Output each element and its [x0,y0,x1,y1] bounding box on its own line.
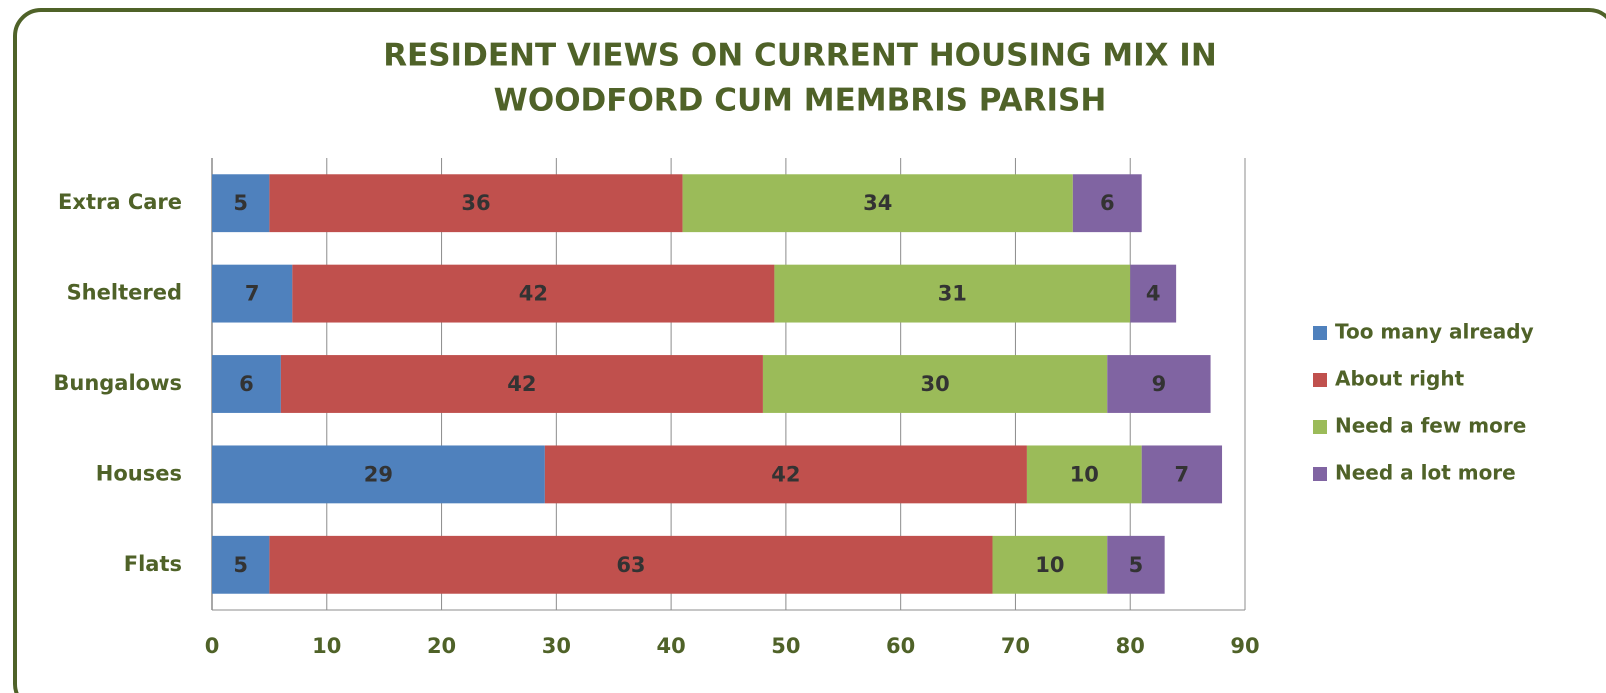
x-tick-label: 60 [886,634,915,658]
bar-segment [269,174,683,233]
data-label: 10 [1035,553,1064,577]
data-label: 5 [233,553,248,577]
data-label: 7 [1175,462,1190,486]
legend-label: About right [1335,367,1465,391]
y-tick-label: Flats [124,552,182,576]
bar-segment [212,535,270,594]
legend-label: Need a few more [1335,414,1526,438]
legend-swatch [1313,373,1327,387]
bar-segment [682,174,1073,233]
data-label: 7 [245,282,260,306]
data-label: 6 [1100,191,1115,215]
data-label: 36 [461,191,490,215]
x-tick-label: 20 [427,634,456,658]
data-label: 30 [920,372,949,396]
bar-segment [280,355,763,413]
bar-segment [1107,355,1211,413]
x-tick-label: 70 [1001,634,1030,658]
data-label: 42 [519,282,548,306]
data-label: 4 [1146,282,1161,306]
x-tick-label: 80 [1116,634,1145,658]
chart-title: RESIDENT VIEWS ON CURRENT HOUSING MIX IN [383,38,1217,74]
bar-segment [292,264,775,323]
chart-title: WOODFORD CUM MEMBRIS PARISH [494,83,1107,119]
data-label: 42 [771,462,800,486]
bar-segment [1130,264,1177,323]
x-tick-label: 0 [205,634,220,658]
legend-swatch [1313,420,1327,434]
bar-segment [774,264,1131,323]
y-tick-label: Extra Care [58,190,182,214]
y-tick-label: Houses [96,461,182,485]
data-label: 5 [233,191,248,215]
bar-segment [544,445,1027,504]
bar-segment [212,174,270,233]
data-label: 63 [616,553,645,577]
x-tick-label: 40 [656,634,685,658]
bar-segment [762,355,1108,413]
legend-swatch [1313,467,1327,481]
legend-swatch [1313,326,1327,340]
bar-segment [992,535,1108,594]
data-label: 34 [863,191,892,215]
legend-label: Need a lot more [1335,461,1516,485]
x-tick-label: 10 [312,634,341,658]
x-tick-label: 90 [1230,634,1259,658]
bar-segment [212,445,545,504]
bar-segment [1107,535,1165,594]
bar-segment [1141,445,1223,504]
legend-label: Too many already [1335,320,1534,344]
y-tick-label: Sheltered [67,281,182,305]
data-label: 5 [1129,553,1144,577]
y-tick-label: Bungalows [53,371,182,395]
data-label: 31 [938,282,967,306]
bar-segment [212,355,281,413]
data-label: 29 [364,462,393,486]
data-label: 10 [1070,462,1099,486]
data-label: 6 [239,372,254,396]
data-label: 9 [1152,372,1167,396]
bar-segment [1026,445,1142,504]
bar-segment [1072,174,1142,233]
bar-segment [212,264,293,323]
data-label: 42 [507,372,536,396]
x-tick-label: 30 [542,634,571,658]
x-tick-label: 50 [771,634,800,658]
bar-segment [269,535,993,594]
